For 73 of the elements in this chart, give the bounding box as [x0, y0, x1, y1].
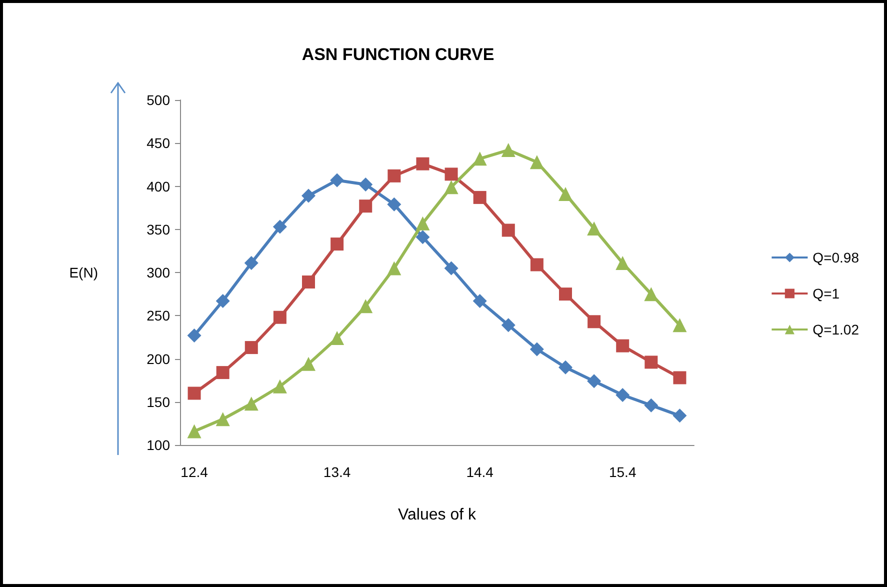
point [244, 256, 258, 270]
point [501, 143, 516, 158]
point [388, 169, 401, 182]
point [416, 230, 430, 244]
y-tick-label: 400 [146, 178, 170, 194]
y-tick-label: 300 [146, 264, 170, 280]
point [444, 168, 458, 181]
point [530, 155, 544, 170]
y-tick-label: 200 [146, 350, 170, 367]
y-tick-label: 500 [146, 92, 170, 108]
point [330, 173, 344, 188]
point [387, 197, 402, 212]
point [473, 190, 486, 204]
point [444, 180, 458, 194]
legend-label: Q=0.98 [812, 250, 860, 266]
point [273, 310, 286, 324]
point [187, 424, 202, 438]
x-tick-label: 14.4 [466, 464, 494, 480]
point [244, 341, 258, 354]
legend-label: Q=1.02 [812, 322, 860, 338]
point [330, 331, 344, 346]
point [444, 261, 458, 276]
point [472, 294, 487, 308]
point [216, 294, 230, 308]
point [644, 356, 658, 369]
point [559, 288, 572, 301]
point [530, 342, 544, 356]
y-tick-label: 150 [146, 394, 170, 410]
point [558, 187, 572, 202]
x-tick-label: 12.4 [180, 464, 208, 480]
point [644, 287, 658, 302]
point [616, 339, 630, 352]
point [587, 222, 602, 236]
point [272, 379, 287, 394]
point [672, 408, 687, 423]
y-tick-label: 250 [146, 308, 170, 324]
point [416, 157, 430, 170]
point [644, 398, 658, 412]
x-axis-title: Values of k [398, 506, 477, 524]
point [616, 256, 630, 270]
point [530, 258, 544, 272]
y-tick-label: 450 [146, 135, 170, 152]
point [359, 200, 372, 213]
chart-title: ASN FUNCTION CURVE [302, 45, 494, 64]
point [387, 261, 402, 276]
y-tick-label: 100 [146, 437, 170, 453]
point [358, 299, 373, 314]
point [302, 275, 315, 288]
point [244, 396, 258, 411]
point [673, 371, 686, 384]
point [358, 178, 373, 192]
legend-label: Q=1 [812, 286, 840, 302]
point [558, 360, 572, 374]
x-tick-label: 15.4 [608, 464, 636, 480]
point [616, 388, 630, 402]
point [472, 152, 487, 166]
x-tick-label: 13.4 [323, 464, 351, 480]
point [187, 328, 202, 342]
point [672, 318, 687, 332]
point [416, 216, 430, 230]
point [272, 220, 287, 234]
point [330, 238, 344, 251]
point [587, 374, 602, 388]
point [216, 366, 230, 380]
point [501, 318, 516, 332]
point [188, 386, 201, 400]
point [302, 188, 316, 203]
point [588, 315, 601, 328]
point [502, 224, 515, 237]
point [216, 412, 230, 426]
point [302, 356, 316, 371]
y-tick-label: 350 [146, 221, 170, 238]
y-axis-title: E(N) [69, 264, 98, 280]
